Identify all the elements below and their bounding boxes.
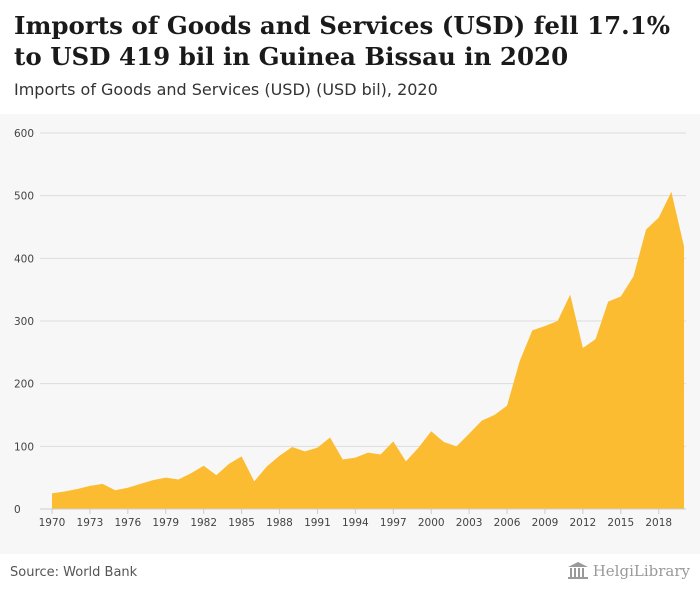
data-point (479, 418, 485, 424)
data-point (630, 274, 636, 280)
chart-subtitle: Imports of Goods and Services (USD) (USD… (14, 80, 438, 99)
data-point (302, 448, 308, 454)
data-point (213, 472, 219, 478)
data-point (74, 486, 80, 492)
y-tick-label: 400 (14, 253, 34, 265)
data-point (87, 483, 93, 489)
data-point (428, 428, 434, 434)
data-point (529, 327, 535, 333)
data-point (251, 478, 257, 484)
data-point (365, 450, 371, 456)
library-building-icon (567, 562, 588, 579)
data-point (137, 481, 143, 487)
x-tick-label: 2006 (494, 517, 521, 529)
y-tick-label: 500 (14, 191, 34, 203)
x-tick-label: 2000 (418, 517, 445, 529)
data-point (567, 292, 573, 298)
data-point (656, 215, 662, 221)
data-point (517, 358, 523, 364)
data-point (188, 470, 194, 476)
data-point (504, 403, 510, 409)
x-tick-label: 1970 (39, 517, 66, 529)
data-point (327, 435, 333, 441)
y-tick-label: 100 (14, 441, 34, 453)
data-point (264, 463, 270, 469)
x-tick-label: 1982 (190, 517, 217, 529)
data-point (62, 488, 68, 494)
x-tick-label: 1991 (304, 517, 331, 529)
data-point (491, 412, 497, 418)
y-tick-label: 600 (14, 128, 34, 140)
x-tick-label: 1979 (152, 517, 179, 529)
chart-title: Imports of Goods and Services (USD) fell… (14, 11, 671, 71)
data-point (150, 477, 156, 483)
x-tick-label: 2012 (570, 517, 597, 529)
data-point (542, 323, 548, 329)
y-tick-label: 0 (14, 504, 21, 516)
data-point (277, 453, 283, 459)
data-point (466, 431, 472, 437)
data-point (618, 294, 624, 300)
area-series (49, 189, 687, 509)
data-point (175, 477, 181, 483)
data-point (100, 481, 106, 487)
x-axis-ticks: 1970 1973 1976 1979 1982 1985 1988 1991 1994 1997… (39, 508, 686, 529)
data-point (593, 336, 599, 342)
data-point (352, 455, 358, 461)
data-point (555, 318, 561, 324)
x-tick-label: 2009 (532, 517, 559, 529)
imports-area (52, 191, 684, 509)
x-tick-label: 1976 (114, 517, 141, 529)
data-point (643, 227, 649, 233)
data-point (226, 461, 232, 467)
x-tick-label: 1994 (342, 517, 369, 529)
data-point (605, 299, 611, 305)
data-point (580, 345, 586, 351)
x-tick-label: 2003 (456, 517, 483, 529)
helgi-library-logo: HelgiLibrary (567, 562, 690, 580)
data-point (416, 445, 422, 451)
data-point (340, 456, 346, 462)
data-point (314, 445, 320, 451)
x-tick-label: 1997 (380, 517, 407, 529)
data-point (112, 487, 118, 493)
x-tick-label: 1988 (266, 517, 293, 529)
logo-text: HelgiLibrary (592, 562, 690, 580)
data-point (163, 475, 169, 481)
data-point (668, 189, 674, 195)
y-tick-label: 300 (14, 316, 34, 328)
source-note: Source: World Bank (10, 565, 138, 580)
data-point (681, 243, 687, 249)
x-tick-label: 2015 (607, 517, 634, 529)
x-tick-label: 1985 (228, 517, 255, 529)
imports-area-chart: 0 100 200 300 400 500 600 1970 1973 1976 1979 1982… (14, 128, 687, 529)
data-point (390, 438, 396, 444)
chart-header: Imports of Goods and Services (USD) fell… (0, 0, 700, 114)
x-tick-label: 1973 (77, 517, 104, 529)
data-point (378, 451, 384, 457)
data-point (125, 485, 131, 491)
y-axis-ticks: 0 100 200 300 400 500 600 (14, 128, 34, 516)
data-point (239, 453, 245, 459)
data-point (403, 458, 409, 464)
data-point (453, 443, 459, 449)
data-point (201, 463, 207, 469)
y-tick-label: 200 (14, 379, 34, 391)
data-point (441, 439, 447, 445)
data-point (49, 490, 55, 496)
data-point (289, 444, 295, 450)
x-tick-label: 2018 (645, 517, 672, 529)
